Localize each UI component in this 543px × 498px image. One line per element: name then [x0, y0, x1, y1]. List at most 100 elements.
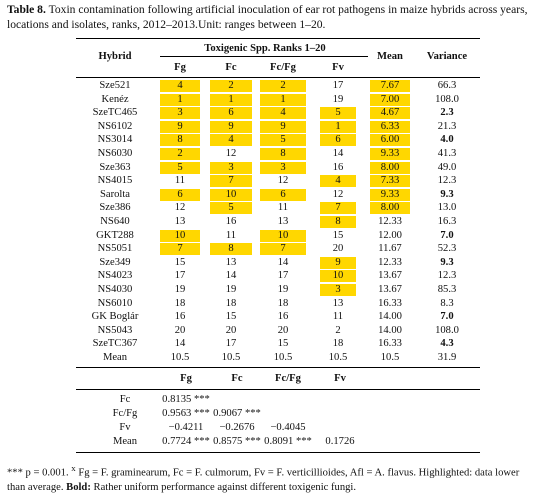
rank-value: 8 — [320, 216, 356, 228]
variance-value: 108.0 — [435, 93, 459, 105]
column-header-fg: Fg — [174, 62, 186, 73]
rank-value: 13 — [332, 297, 344, 309]
rank-value: 10.5 — [221, 352, 241, 363]
hybrid-name: SzeTC367 — [92, 338, 138, 350]
column-header-variance: Variance — [426, 51, 468, 62]
corr-header-fc: Fc — [231, 372, 243, 384]
table-caption: Table 8. Toxin contamination following a… — [7, 2, 537, 32]
rank-value: 15 — [277, 338, 289, 350]
rank-value: 19 — [174, 284, 186, 295]
rank-value: 6 — [210, 107, 252, 120]
rank-value: 16 — [174, 311, 186, 323]
variance-value: 85.3 — [437, 284, 457, 295]
caption-text: Toxin contamination following artificial… — [7, 3, 528, 31]
rank-value: 1 — [320, 120, 356, 133]
hybrid-name: NS5043 — [97, 324, 133, 336]
variance-value: 21.3 — [437, 120, 457, 132]
rank-value: 6 — [320, 134, 356, 147]
rank-value: 11 — [277, 202, 289, 214]
corr-header-fc-fg: Fc/Fg — [275, 372, 301, 384]
footnote-bold-label: Bold: — [66, 481, 91, 493]
corr-value: −0.4211 — [168, 421, 204, 433]
rank-value: 6 — [160, 188, 200, 201]
hybrid-name: Sarolta — [99, 188, 130, 200]
rank-value: 13 — [174, 216, 186, 227]
mean-value: 12.33 — [378, 256, 402, 268]
footnote-significance: *** p = 0.001. — [7, 467, 72, 479]
table-rule — [76, 451, 480, 453]
rank-value: 3 — [260, 161, 306, 174]
column-header-mean: Mean — [377, 51, 403, 62]
rank-value: 9 — [320, 256, 356, 269]
hybrid-name: NS640 — [100, 216, 130, 227]
mean-value: 16.33 — [378, 297, 402, 309]
variance-value: 7.0 — [440, 229, 454, 241]
corr-value: 0.7724 *** — [162, 435, 210, 447]
variance-value: 12.3 — [437, 175, 457, 187]
rank-value: 12 — [225, 148, 237, 159]
variance-value: 2.3 — [440, 107, 454, 119]
rank-value: 14 — [174, 338, 186, 350]
rank-value: 12 — [332, 188, 344, 200]
variance-value: 108.0 — [435, 324, 459, 336]
corr-value: 0.9067 *** — [213, 407, 261, 419]
mean-value: 14.00 — [378, 311, 402, 323]
mean-value: 13.67 — [378, 270, 402, 282]
rank-value: 1 — [210, 93, 252, 106]
rank-value: 19 — [277, 284, 289, 295]
mean-value: 10.5 — [380, 352, 400, 363]
variance-value: 52.3 — [437, 243, 457, 255]
mean-value: 14.00 — [378, 324, 402, 336]
rank-value: 10 — [160, 229, 200, 242]
variance-value: 9.3 — [440, 256, 454, 268]
rank-value: 20 — [225, 324, 237, 336]
hybrid-name: SzeTC465 — [92, 107, 138, 119]
corr-value: 0.1726 — [325, 435, 355, 447]
rank-value: 8 — [260, 148, 306, 160]
rank-value: 8 — [160, 134, 200, 147]
rank-value: 5 — [260, 134, 306, 147]
rank-value: 5 — [210, 202, 252, 215]
rank-value: 12 — [174, 202, 186, 214]
hybrid-name: Sze363 — [99, 161, 131, 173]
mean-value: 16.33 — [378, 338, 402, 350]
rank-value: 17 — [225, 338, 237, 350]
hybrid-name: GKT288 — [96, 229, 134, 241]
corr-row-label: Mean — [112, 435, 138, 447]
corr-value: 0.8091 *** — [264, 435, 312, 447]
mean-value: 6.33 — [370, 120, 410, 133]
rank-value: 17 — [174, 270, 186, 282]
rank-value: 4 — [160, 80, 200, 92]
variance-value: 16.3 — [437, 216, 457, 227]
mean-value: 7.67 — [370, 80, 410, 92]
corr-header-fv: Fv — [334, 372, 346, 384]
rank-value: 4 — [210, 134, 252, 147]
rank-value: 9 — [210, 120, 252, 133]
hybrid-name: NS6010 — [97, 297, 133, 309]
column-header-fc-fg: Fc/Fg — [270, 62, 296, 73]
corr-value: 0.8575 *** — [213, 435, 261, 447]
footnote: *** p = 0.001. x Fg = F. graminearum, Fc… — [7, 461, 537, 495]
rank-value: 10.5 — [273, 352, 293, 363]
corr-value: 0.9563 *** — [162, 407, 210, 419]
rank-value: 19 — [332, 93, 344, 105]
rank-value: 2 — [160, 148, 200, 160]
rank-value: 10.5 — [328, 352, 348, 363]
rank-value: 4 — [260, 107, 306, 120]
rank-value: 13 — [277, 216, 289, 227]
rank-value: 15 — [225, 311, 237, 323]
footnote-abbrev: Fg = F. graminearum, Fc = F. culmorum, F… — [7, 467, 520, 493]
rank-value: 5 — [320, 107, 356, 120]
rank-value: 12 — [277, 175, 289, 187]
rank-value: 18 — [332, 338, 344, 350]
rank-value: 3 — [160, 107, 200, 120]
hybrid-name: NS6030 — [97, 148, 133, 159]
mean-value: 12.33 — [378, 216, 402, 227]
corr-header-fg: Fg — [180, 372, 192, 384]
corr-row-label: Fc/Fg — [112, 407, 138, 419]
rank-value: 19 — [225, 284, 237, 295]
corr-value: −0.4045 — [270, 421, 306, 433]
rank-value: 20 — [277, 324, 289, 336]
hybrid-name: Kenéz — [101, 93, 129, 105]
